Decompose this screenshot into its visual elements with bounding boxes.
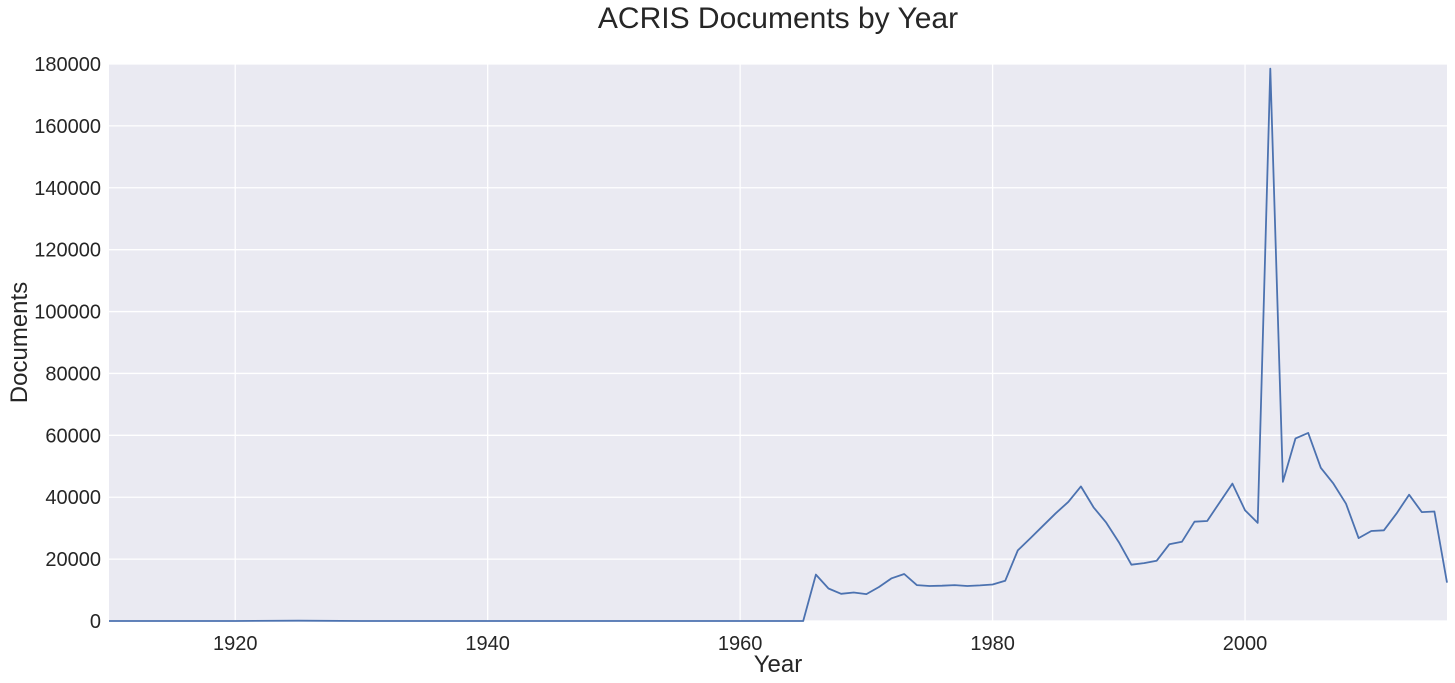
y-tick-label: 40000	[45, 487, 101, 509]
x-tick-label: 1960	[718, 633, 763, 655]
x-tick-label: 1920	[213, 633, 258, 655]
y-tick-label: 180000	[34, 54, 101, 76]
series-line	[109, 67, 1448, 622]
plot-area	[109, 64, 1447, 621]
y-tick-label: 0	[90, 611, 101, 633]
x-tick-label: 2000	[1223, 633, 1268, 655]
y-tick-label: 20000	[45, 549, 101, 571]
chart-title: ACRIS Documents by Year	[597, 2, 959, 35]
y-axis-label: Documents	[6, 282, 33, 403]
x-tick-label: 1940	[465, 633, 510, 655]
y-tick-label: 120000	[34, 240, 101, 262]
y-tick-label: 140000	[34, 178, 101, 200]
x-axis-label: Year	[754, 651, 803, 678]
series-layer	[109, 67, 1448, 622]
grid	[109, 63, 1447, 622]
y-tick-label: 160000	[34, 116, 101, 138]
tick-labels: 1920 1940 1960 1980 200002000040000600008000…	[34, 54, 1267, 655]
y-tick-label: 80000	[45, 363, 101, 385]
x-tick-label: 1980	[970, 633, 1015, 655]
y-tick-label: 100000	[34, 302, 101, 324]
y-tick-label: 60000	[45, 425, 101, 447]
